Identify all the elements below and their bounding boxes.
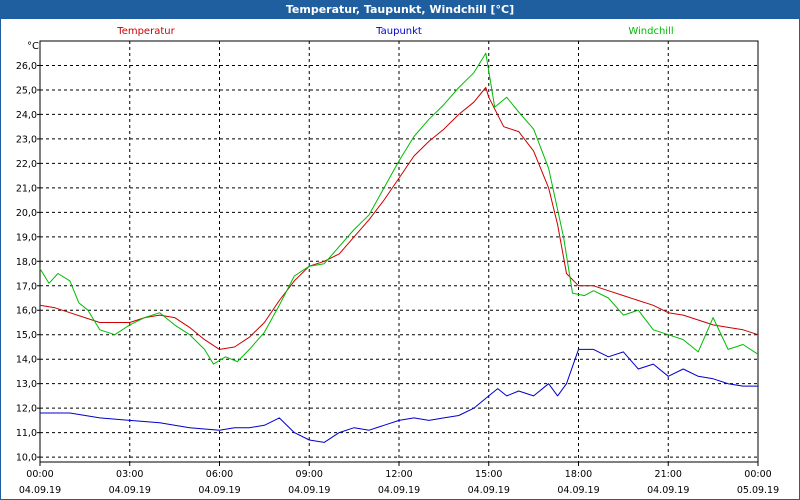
chart-canvas: 10,0 11,0 12,0 13,0 14,0 15,0 16,0 17,0 18,0 19,0… — [16, 26, 779, 496]
legend: Temperatur Taupunkt Windchill — [116, 26, 673, 37]
x-tick-time: 18:00 — [565, 469, 592, 480]
y-tick-label: 26,0 — [16, 61, 37, 72]
x-tick-time: 15:00 — [475, 469, 502, 480]
y-tick-label: 18,0 — [16, 257, 37, 268]
y-tick-label: 12,0 — [16, 404, 37, 415]
series-line-windchill — [39, 52, 759, 365]
y-axis-label: °C — [27, 41, 39, 52]
y-tick-label: 24,0 — [16, 110, 37, 121]
y-tick-label: 20,0 — [16, 208, 37, 219]
x-tick-time: 12:00 — [385, 469, 412, 480]
legend-entry-temperatur: Temperatur — [116, 26, 175, 37]
x-tick-date: 04.09.19 — [647, 485, 689, 496]
series-line-taupunkt — [40, 348, 758, 443]
series-line-temperatur — [39, 87, 759, 350]
x-tick-date: 04.09.19 — [378, 485, 420, 496]
y-tick-label: 17,0 — [16, 281, 37, 292]
x-tick-time: 00:00 — [744, 469, 771, 480]
series-layer — [39, 52, 759, 443]
x-tick-time: 03:00 — [116, 469, 143, 480]
y-tick-label: 11,0 — [16, 428, 37, 439]
y-tick-label: 21,0 — [16, 183, 37, 194]
x-tick-date: 04.09.19 — [557, 485, 599, 496]
y-tick-label: 13,0 — [16, 379, 37, 390]
x-tick-date: 04.09.19 — [468, 485, 510, 496]
x-tick-date: 04.09.19 — [109, 485, 151, 496]
x-tick-time: 06:00 — [206, 469, 233, 480]
window-title: Temperatur, Taupunkt, Windchill [°C] — [1, 1, 799, 19]
x-tick-time: 00:00 — [26, 469, 53, 480]
y-tick-label: 25,0 — [16, 85, 37, 96]
x-tick-date: 04.09.19 — [198, 485, 240, 496]
x-tick-time: 09:00 — [296, 469, 323, 480]
legend-entry-taupunkt: Taupunkt — [375, 26, 422, 37]
y-tick-label: 19,0 — [16, 232, 37, 243]
x-tick-date: 04.09.19 — [19, 485, 61, 496]
x-tick-date: 05.09.19 — [737, 485, 779, 496]
y-axis: 10,0 11,0 12,0 13,0 14,0 15,0 16,0 17,0 18,0 19,0… — [16, 61, 40, 464]
y-tick-label: 23,0 — [16, 134, 37, 145]
x-tick-time: 21:00 — [655, 469, 682, 480]
y-tick-label: 16,0 — [16, 306, 37, 317]
y-tick-label: 14,0 — [16, 355, 37, 366]
y-tick-label: 10,0 — [16, 453, 37, 464]
grid-layer — [40, 41, 758, 462]
x-tick-date: 04.09.19 — [288, 485, 330, 496]
legend-entry-windchill: Windchill — [628, 26, 673, 37]
y-tick-label: 15,0 — [16, 330, 37, 341]
y-tick-label: 22,0 — [16, 159, 37, 170]
x-axis: 00:00 04.09.19 03:00 04.09.19 06:00 04.09.19 0… — [19, 462, 779, 496]
